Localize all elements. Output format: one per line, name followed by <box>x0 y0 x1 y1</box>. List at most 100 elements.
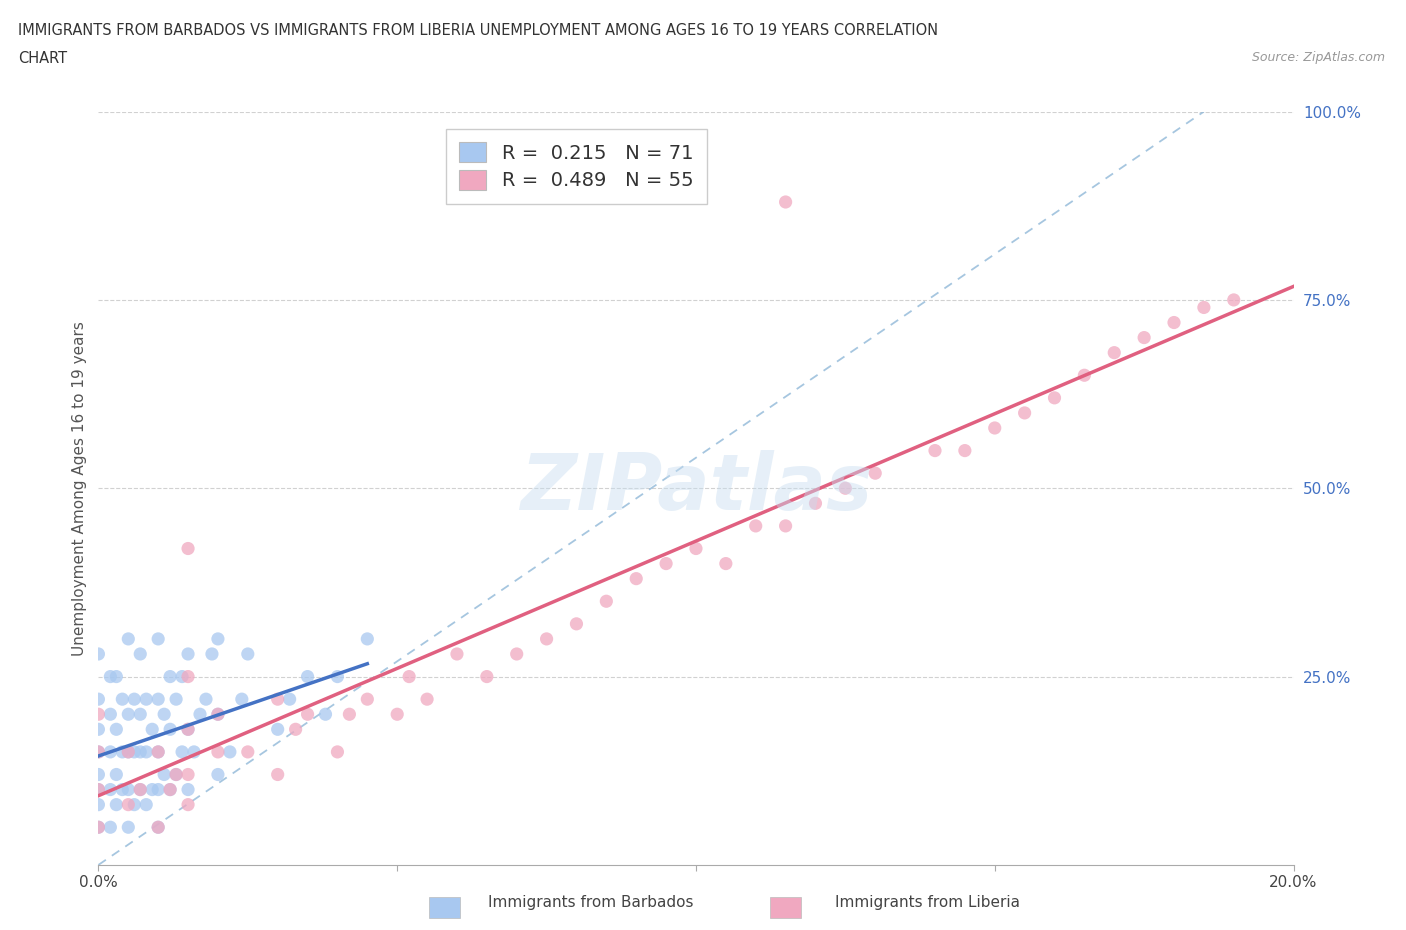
Point <box>865 466 887 481</box>
Point <box>124 797 146 812</box>
Point <box>207 767 229 782</box>
Point <box>188 707 211 722</box>
Point <box>685 541 707 556</box>
Point <box>87 745 110 760</box>
Point <box>177 541 200 556</box>
Point <box>506 646 529 661</box>
Point <box>236 745 259 760</box>
Point <box>356 631 378 646</box>
Point <box>207 745 229 760</box>
Point <box>148 782 170 797</box>
Point <box>297 707 319 722</box>
Point <box>207 707 229 722</box>
Point <box>236 646 259 661</box>
Point <box>315 707 337 722</box>
Point <box>655 556 678 571</box>
Point <box>87 767 110 782</box>
Point <box>117 631 139 646</box>
Point <box>267 692 290 707</box>
Point <box>148 631 170 646</box>
Point <box>159 722 181 737</box>
Point <box>129 782 152 797</box>
Point <box>177 782 200 797</box>
Point <box>117 707 139 722</box>
Point <box>207 631 229 646</box>
Point <box>219 745 242 760</box>
Point <box>1192 300 1215 315</box>
Point <box>87 692 110 707</box>
Point <box>984 420 1007 435</box>
Point <box>201 646 224 661</box>
Point <box>148 820 170 835</box>
Point <box>326 670 349 684</box>
Point <box>356 692 378 707</box>
Point <box>148 820 170 835</box>
Point <box>87 745 110 760</box>
Point <box>231 692 253 707</box>
Point <box>98 782 122 797</box>
Point <box>1073 367 1095 383</box>
Text: Immigrants from Liberia: Immigrants from Liberia <box>835 895 1021 910</box>
Point <box>87 707 110 722</box>
Point <box>565 617 588 631</box>
Point <box>177 767 200 782</box>
Point <box>172 745 194 760</box>
Point <box>297 670 319 684</box>
Point <box>153 707 176 722</box>
Point <box>536 631 558 646</box>
Point <box>398 670 420 684</box>
Point <box>775 194 797 209</box>
Point <box>159 782 181 797</box>
Point <box>111 782 134 797</box>
Point <box>105 722 128 737</box>
Point <box>135 692 157 707</box>
Point <box>775 519 797 534</box>
Point <box>165 767 187 782</box>
Point <box>148 745 170 760</box>
Point <box>87 646 110 661</box>
Point <box>177 722 200 737</box>
Point <box>165 692 187 707</box>
Point <box>98 707 122 722</box>
Point <box>165 767 187 782</box>
Y-axis label: Unemployment Among Ages 16 to 19 years: Unemployment Among Ages 16 to 19 years <box>72 321 87 656</box>
Point <box>141 782 163 797</box>
Point <box>924 444 946 458</box>
Point <box>98 670 122 684</box>
Point <box>595 594 617 609</box>
Point <box>177 646 200 661</box>
Point <box>626 571 648 586</box>
Text: IMMIGRANTS FROM BARBADOS VS IMMIGRANTS FROM LIBERIA UNEMPLOYMENT AMONG AGES 16 T: IMMIGRANTS FROM BARBADOS VS IMMIGRANTS F… <box>18 23 938 38</box>
Point <box>117 745 139 760</box>
Point <box>267 722 290 737</box>
Point <box>267 767 290 782</box>
Point <box>141 722 163 737</box>
Point <box>159 782 181 797</box>
Point <box>834 481 856 496</box>
Point <box>87 782 110 797</box>
Point <box>804 496 827 511</box>
Point <box>129 707 152 722</box>
Point <box>714 556 737 571</box>
Point <box>111 692 134 707</box>
Point <box>416 692 439 707</box>
Point <box>1014 405 1036 420</box>
Point <box>1223 293 1246 308</box>
Point <box>339 707 361 722</box>
Point <box>124 745 146 760</box>
Point <box>98 745 122 760</box>
Point <box>87 782 110 797</box>
Point <box>135 745 157 760</box>
Point <box>1163 315 1185 330</box>
Point <box>172 670 194 684</box>
Point <box>475 670 498 684</box>
Point <box>153 767 176 782</box>
Text: Immigrants from Barbados: Immigrants from Barbados <box>488 895 693 910</box>
Point <box>87 722 110 737</box>
Point <box>105 797 128 812</box>
Legend: R =  0.215   N = 71, R =  0.489   N = 55: R = 0.215 N = 71, R = 0.489 N = 55 <box>446 129 707 204</box>
Point <box>105 767 128 782</box>
Point <box>183 745 205 760</box>
Point <box>148 692 170 707</box>
Point <box>87 820 110 835</box>
